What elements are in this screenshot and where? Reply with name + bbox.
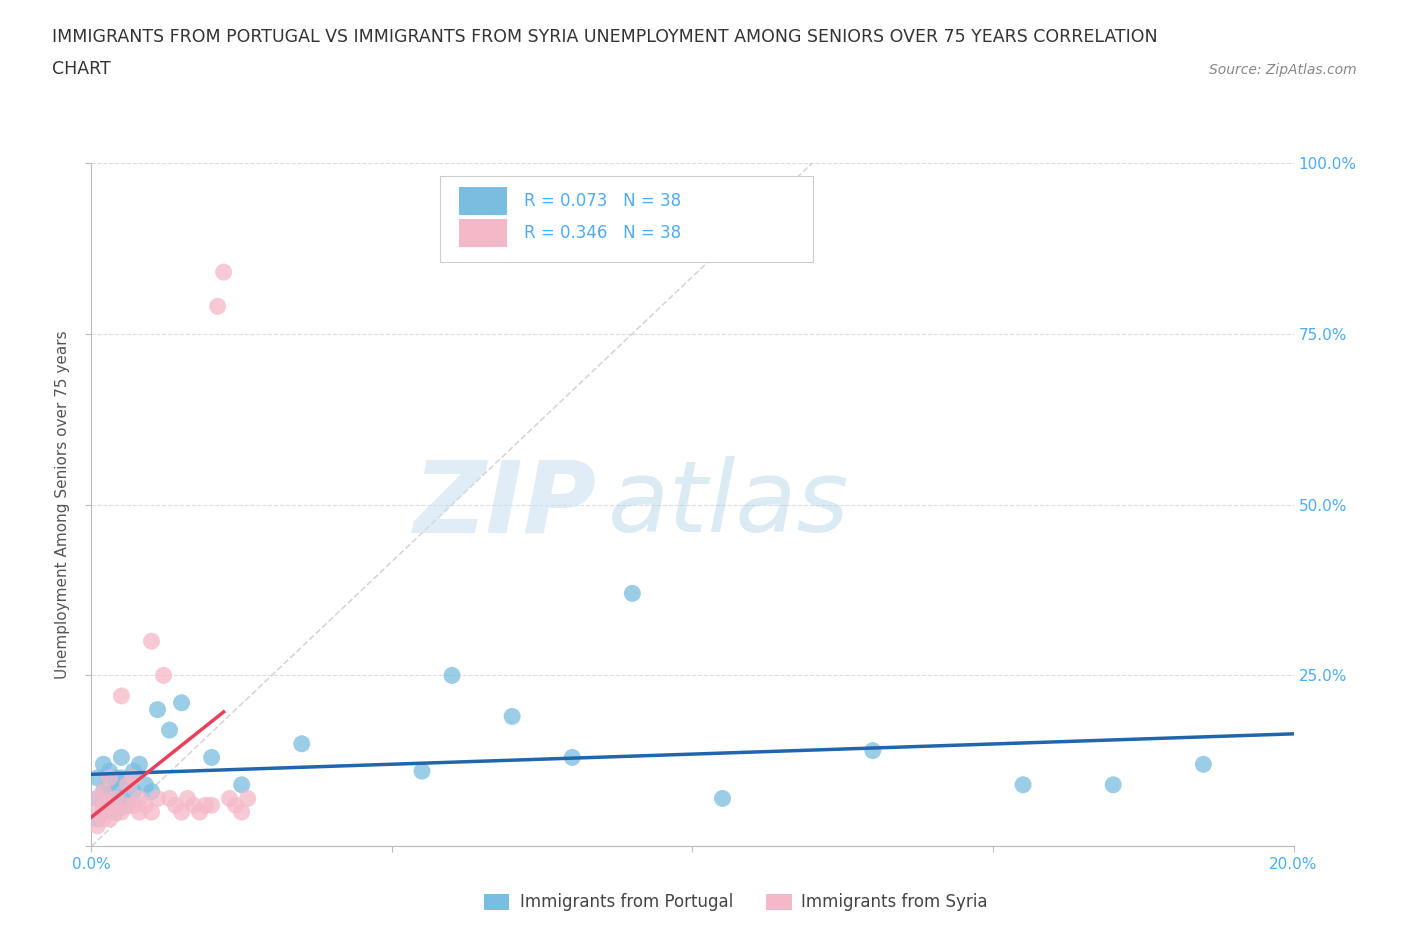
Point (141, 804, 163, 819)
Point (104, 784, 127, 799)
Text: atlas: atlas (609, 456, 851, 553)
Point (165, 798, 187, 813)
Point (110, 791, 132, 806)
Point (1192, 757, 1215, 772)
Point (291, 737, 314, 751)
Point (621, 586, 644, 601)
Point (93, 784, 115, 799)
Point (128, 757, 150, 772)
Point (201, 798, 224, 813)
Point (134, 798, 156, 813)
Point (98, 798, 121, 813)
Point (152, 668, 174, 683)
Bar (484, 894, 509, 910)
Point (128, 791, 150, 806)
Point (86, 791, 108, 806)
Point (98, 777, 121, 792)
Point (98, 764, 121, 778)
Point (128, 804, 150, 819)
Point (141, 634, 163, 649)
Point (201, 750, 224, 764)
Text: R = 0.073   N = 38: R = 0.073 N = 38 (524, 192, 682, 210)
Point (104, 804, 127, 819)
Text: Source: ZipAtlas.com: Source: ZipAtlas.com (1209, 63, 1357, 77)
Point (134, 777, 156, 792)
Point (86, 812, 108, 827)
Point (194, 798, 217, 813)
Point (440, 668, 463, 683)
FancyBboxPatch shape (460, 219, 508, 246)
Point (212, 265, 235, 280)
Point (93, 784, 115, 799)
Point (122, 798, 145, 813)
Point (170, 804, 193, 819)
Point (1012, 777, 1035, 792)
Point (236, 791, 259, 806)
Point (93, 798, 115, 813)
Point (207, 299, 229, 313)
Point (225, 798, 247, 813)
Point (117, 777, 139, 792)
Point (86, 770, 108, 785)
Text: CHART: CHART (52, 60, 111, 78)
FancyBboxPatch shape (460, 187, 508, 215)
Point (231, 777, 253, 792)
Point (86, 804, 108, 819)
Point (170, 696, 193, 711)
Point (98, 812, 121, 827)
Text: IMMIGRANTS FROM PORTUGAL VS IMMIGRANTS FROM SYRIA UNEMPLOYMENT AMONG SENIORS OVE: IMMIGRANTS FROM PORTUGAL VS IMMIGRANTS F… (52, 28, 1157, 46)
Point (93, 804, 115, 819)
FancyBboxPatch shape (440, 177, 813, 262)
Point (117, 777, 139, 792)
Point (188, 804, 211, 819)
Point (104, 791, 127, 806)
Point (862, 743, 884, 758)
Point (93, 812, 115, 827)
Point (1102, 777, 1125, 792)
Point (93, 757, 115, 772)
Point (146, 791, 169, 806)
Point (122, 784, 145, 799)
Point (561, 750, 583, 764)
Y-axis label: Unemployment Among Seniors over 75 years: Unemployment Among Seniors over 75 years (55, 330, 70, 679)
Point (86, 818, 108, 833)
Text: Immigrants from Portugal: Immigrants from Portugal (520, 893, 734, 911)
Point (159, 791, 181, 806)
Point (122, 764, 145, 778)
Point (122, 770, 145, 785)
Point (146, 702, 169, 717)
Point (98, 798, 121, 813)
Point (110, 750, 132, 764)
Text: ZIP: ZIP (413, 456, 596, 553)
Point (110, 688, 132, 703)
Point (110, 804, 132, 819)
Point (231, 804, 253, 819)
Point (98, 770, 121, 785)
Text: R = 0.346   N = 38: R = 0.346 N = 38 (524, 224, 682, 242)
Point (711, 791, 734, 806)
Bar (766, 894, 792, 910)
Point (141, 784, 163, 799)
Point (117, 798, 139, 813)
Point (501, 709, 523, 724)
Point (176, 791, 198, 806)
Point (183, 798, 205, 813)
Point (104, 770, 127, 785)
Point (110, 770, 132, 785)
Point (218, 791, 240, 806)
Text: Immigrants from Syria: Immigrants from Syria (801, 893, 988, 911)
Point (159, 723, 181, 737)
Point (411, 764, 433, 778)
Point (86, 791, 108, 806)
Point (104, 804, 127, 819)
Point (117, 798, 139, 813)
